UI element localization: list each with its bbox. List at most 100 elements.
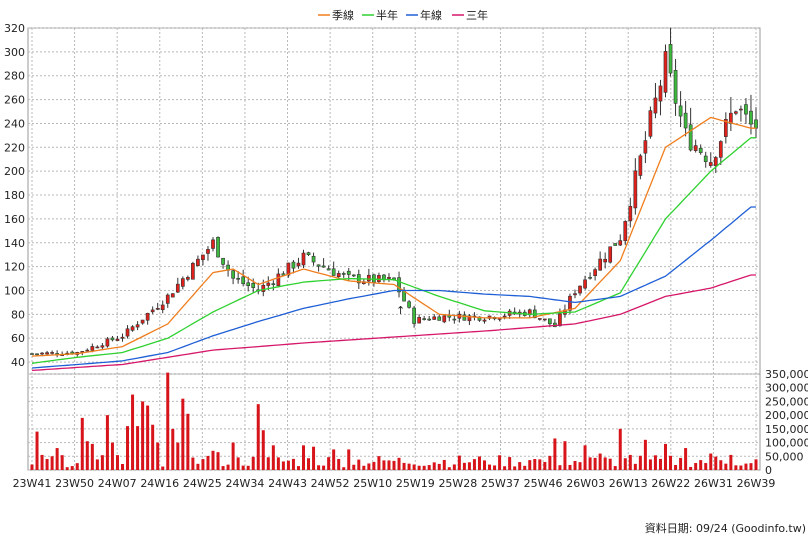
candle-body — [568, 295, 572, 311]
volume-bar — [392, 460, 396, 470]
volume-bar — [593, 457, 597, 470]
candle-body — [668, 44, 673, 74]
volume-bar — [246, 465, 250, 470]
volume-bar — [447, 467, 451, 470]
volume-bar — [749, 463, 753, 470]
x-tick-label: 25W46 — [524, 477, 563, 490]
volume-bar — [261, 430, 265, 470]
volume-bar — [166, 372, 170, 470]
volume-bar — [30, 464, 34, 470]
volume-bar — [352, 464, 356, 470]
moving-average-lines — [31, 116, 756, 372]
candle-body — [593, 269, 597, 276]
volume-bar — [357, 459, 361, 470]
candle-body — [30, 353, 34, 355]
volume-bar — [568, 464, 572, 470]
candle-body — [85, 349, 90, 352]
volume-bar — [271, 445, 275, 470]
chart-annotation-arrow: ↑ — [396, 304, 405, 317]
volume-bar — [342, 467, 346, 470]
volume-bar — [674, 464, 678, 470]
volume-bar — [689, 466, 693, 470]
volume-bar — [337, 458, 341, 470]
volume-bar — [694, 463, 698, 470]
candle-body — [693, 145, 698, 151]
candle-body — [502, 315, 507, 318]
price-tick-label: 280 — [4, 70, 25, 83]
candle-body — [623, 221, 628, 242]
volume-bar — [296, 466, 300, 470]
candle-body — [180, 278, 185, 287]
candle-body — [663, 51, 668, 93]
volume-bar — [578, 462, 582, 470]
candle-body — [266, 282, 271, 286]
candle-body — [628, 206, 633, 222]
volume-bar — [618, 428, 622, 470]
candle-body — [130, 326, 135, 331]
volume-bar — [608, 458, 612, 470]
volume-bar — [573, 460, 577, 470]
candle-body — [115, 338, 120, 341]
volume-bar — [528, 460, 532, 470]
candle-body — [708, 162, 713, 166]
candle-body — [110, 337, 115, 341]
x-tick-label: 26W13 — [609, 477, 648, 490]
volume-bar — [417, 465, 421, 470]
volume-bar — [643, 439, 647, 470]
volume-bar — [603, 457, 607, 470]
candle-body — [377, 275, 381, 282]
candle-body — [331, 268, 336, 276]
volume-bar — [563, 441, 567, 470]
candle-body — [296, 262, 301, 267]
candle-body — [713, 157, 718, 167]
candle-body — [170, 293, 175, 298]
candle-body — [341, 273, 346, 275]
x-tick-label: 25W37 — [481, 477, 520, 490]
volume-bars — [30, 372, 758, 470]
candle-body — [276, 273, 281, 287]
volume-bar — [724, 463, 728, 470]
x-tick-label: 24W07 — [98, 477, 137, 490]
x-tick-label: 23W41 — [13, 477, 52, 490]
volume-bar — [191, 457, 195, 470]
volume-bar — [176, 442, 180, 470]
volume-bar — [613, 466, 617, 470]
volume-bar — [115, 455, 119, 470]
volume-tick-label: 50,000 — [765, 450, 804, 463]
volume-bar — [171, 428, 175, 470]
candle-body — [653, 97, 658, 114]
volume-bar — [548, 455, 552, 470]
volume-bar — [427, 465, 431, 470]
candle-body — [45, 352, 49, 355]
candle-body — [261, 284, 266, 292]
candle-body — [140, 319, 145, 324]
candle-body — [573, 293, 577, 296]
x-tick-label: 24W34 — [226, 477, 265, 490]
volume-bar — [598, 453, 602, 470]
volume-bar — [472, 459, 476, 470]
volume-bar — [40, 454, 44, 470]
volume-bar — [402, 462, 406, 470]
volume-tick-label: 0 — [765, 464, 772, 477]
candle-body — [286, 262, 291, 276]
x-tick-label: 25W10 — [353, 477, 392, 490]
legend-label-year: 年線 — [420, 8, 442, 22]
candle-body — [40, 352, 44, 355]
candle-body — [598, 258, 602, 271]
candle-body — [437, 316, 442, 321]
volume-bar — [397, 457, 401, 470]
x-tick-label: 26W22 — [651, 477, 690, 490]
candle-body — [155, 308, 160, 310]
candle-body — [160, 304, 165, 311]
candle-body — [311, 255, 316, 263]
volume-bar — [704, 463, 708, 470]
volume-bar — [322, 465, 326, 470]
volume-bar — [251, 456, 255, 470]
x-tick-label: 24W25 — [183, 477, 222, 490]
volume-bar — [206, 455, 210, 470]
price-tick-label: 200 — [4, 165, 25, 178]
volume-bar — [437, 463, 441, 470]
volume-bar — [256, 404, 260, 470]
candle-body — [442, 315, 447, 323]
